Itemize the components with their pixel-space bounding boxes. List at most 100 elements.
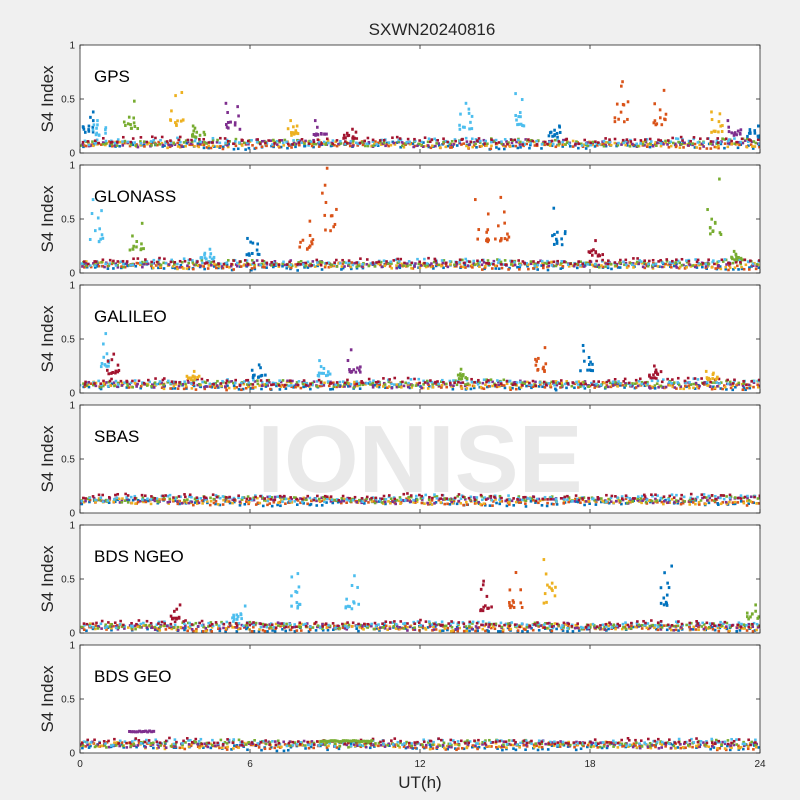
data-point (169, 260, 173, 264)
data-point (419, 264, 423, 267)
data-point (482, 387, 486, 391)
data-point (400, 386, 403, 389)
spike-point (193, 375, 196, 379)
data-point (320, 384, 324, 388)
data-point (710, 498, 714, 502)
data-point (262, 263, 266, 266)
spike-point (465, 377, 469, 381)
data-point (411, 384, 414, 387)
data-point (126, 140, 130, 144)
data-point (531, 498, 535, 502)
panel-label: SBAS (94, 427, 139, 446)
data-point (121, 135, 125, 139)
spike-point (659, 116, 662, 120)
data-point (718, 265, 722, 268)
data-point (237, 141, 241, 144)
data-point (723, 146, 726, 150)
data-point (357, 264, 361, 268)
data-point (380, 497, 384, 501)
data-point (341, 262, 345, 265)
data-point (317, 145, 321, 148)
data-point (240, 144, 244, 147)
data-point (534, 380, 537, 384)
y-axis-label: S4 Index (38, 65, 57, 133)
data-point (188, 493, 192, 497)
data-point (628, 381, 631, 385)
data-point (371, 385, 375, 389)
data-point (675, 262, 678, 266)
data-point (471, 620, 475, 624)
data-markers (80, 332, 760, 392)
data-point (315, 504, 319, 507)
data-point (330, 498, 334, 501)
spike-point (192, 129, 196, 133)
spike-point (737, 255, 740, 259)
data-point (646, 382, 649, 386)
data-point (322, 140, 326, 144)
data-point (550, 495, 554, 498)
data-point (435, 263, 439, 266)
spike-point (126, 122, 130, 126)
data-point (591, 497, 595, 500)
data-point (164, 261, 168, 265)
data-point (312, 498, 316, 502)
data-point (654, 493, 657, 497)
data-point (505, 140, 508, 143)
data-point (250, 622, 254, 626)
data-point (429, 265, 433, 269)
data-point (728, 262, 732, 265)
data-point (692, 382, 695, 386)
data-point (244, 148, 247, 151)
spike-point (190, 378, 193, 382)
spike-point (717, 130, 720, 134)
data-point (99, 382, 103, 385)
data-point (744, 623, 747, 627)
data-point (514, 500, 518, 504)
data-point (185, 501, 189, 504)
data-point (297, 625, 300, 629)
data-point (733, 137, 736, 140)
data-point (465, 627, 469, 630)
data-point (179, 140, 182, 144)
data-point (281, 379, 285, 382)
data-point (357, 262, 361, 266)
data-point (314, 629, 318, 632)
data-point (532, 495, 536, 499)
spike-point (470, 114, 474, 118)
data-point (651, 501, 655, 505)
data-point (374, 380, 378, 384)
data-point (603, 628, 607, 631)
data-point (270, 263, 274, 267)
spike-point (237, 114, 240, 118)
spike-point (197, 374, 201, 378)
data-point (180, 265, 184, 269)
data-point (162, 261, 166, 265)
data-point (142, 621, 145, 625)
data-point (136, 498, 140, 502)
data-point (129, 381, 133, 385)
data-markers (80, 166, 760, 272)
data-point (400, 262, 403, 266)
data-point (674, 499, 678, 502)
data-point (413, 628, 417, 631)
data-point (511, 139, 514, 142)
data-point (722, 384, 726, 387)
data-point (624, 143, 627, 147)
data-point (536, 268, 539, 271)
spike-point (191, 134, 194, 138)
spike-point (456, 373, 460, 377)
data-point (190, 500, 194, 504)
y-tick-label: 0.5 (61, 335, 75, 346)
data-point (193, 497, 197, 501)
data-point (640, 623, 644, 627)
data-point (131, 137, 135, 140)
spike-point (588, 363, 591, 367)
data-point (273, 259, 277, 263)
data-point (704, 265, 708, 268)
data-point (108, 625, 112, 628)
spike-point (503, 221, 506, 225)
data-point (739, 143, 743, 146)
data-point (176, 387, 180, 390)
data-point (332, 383, 336, 387)
data-point (706, 137, 709, 140)
